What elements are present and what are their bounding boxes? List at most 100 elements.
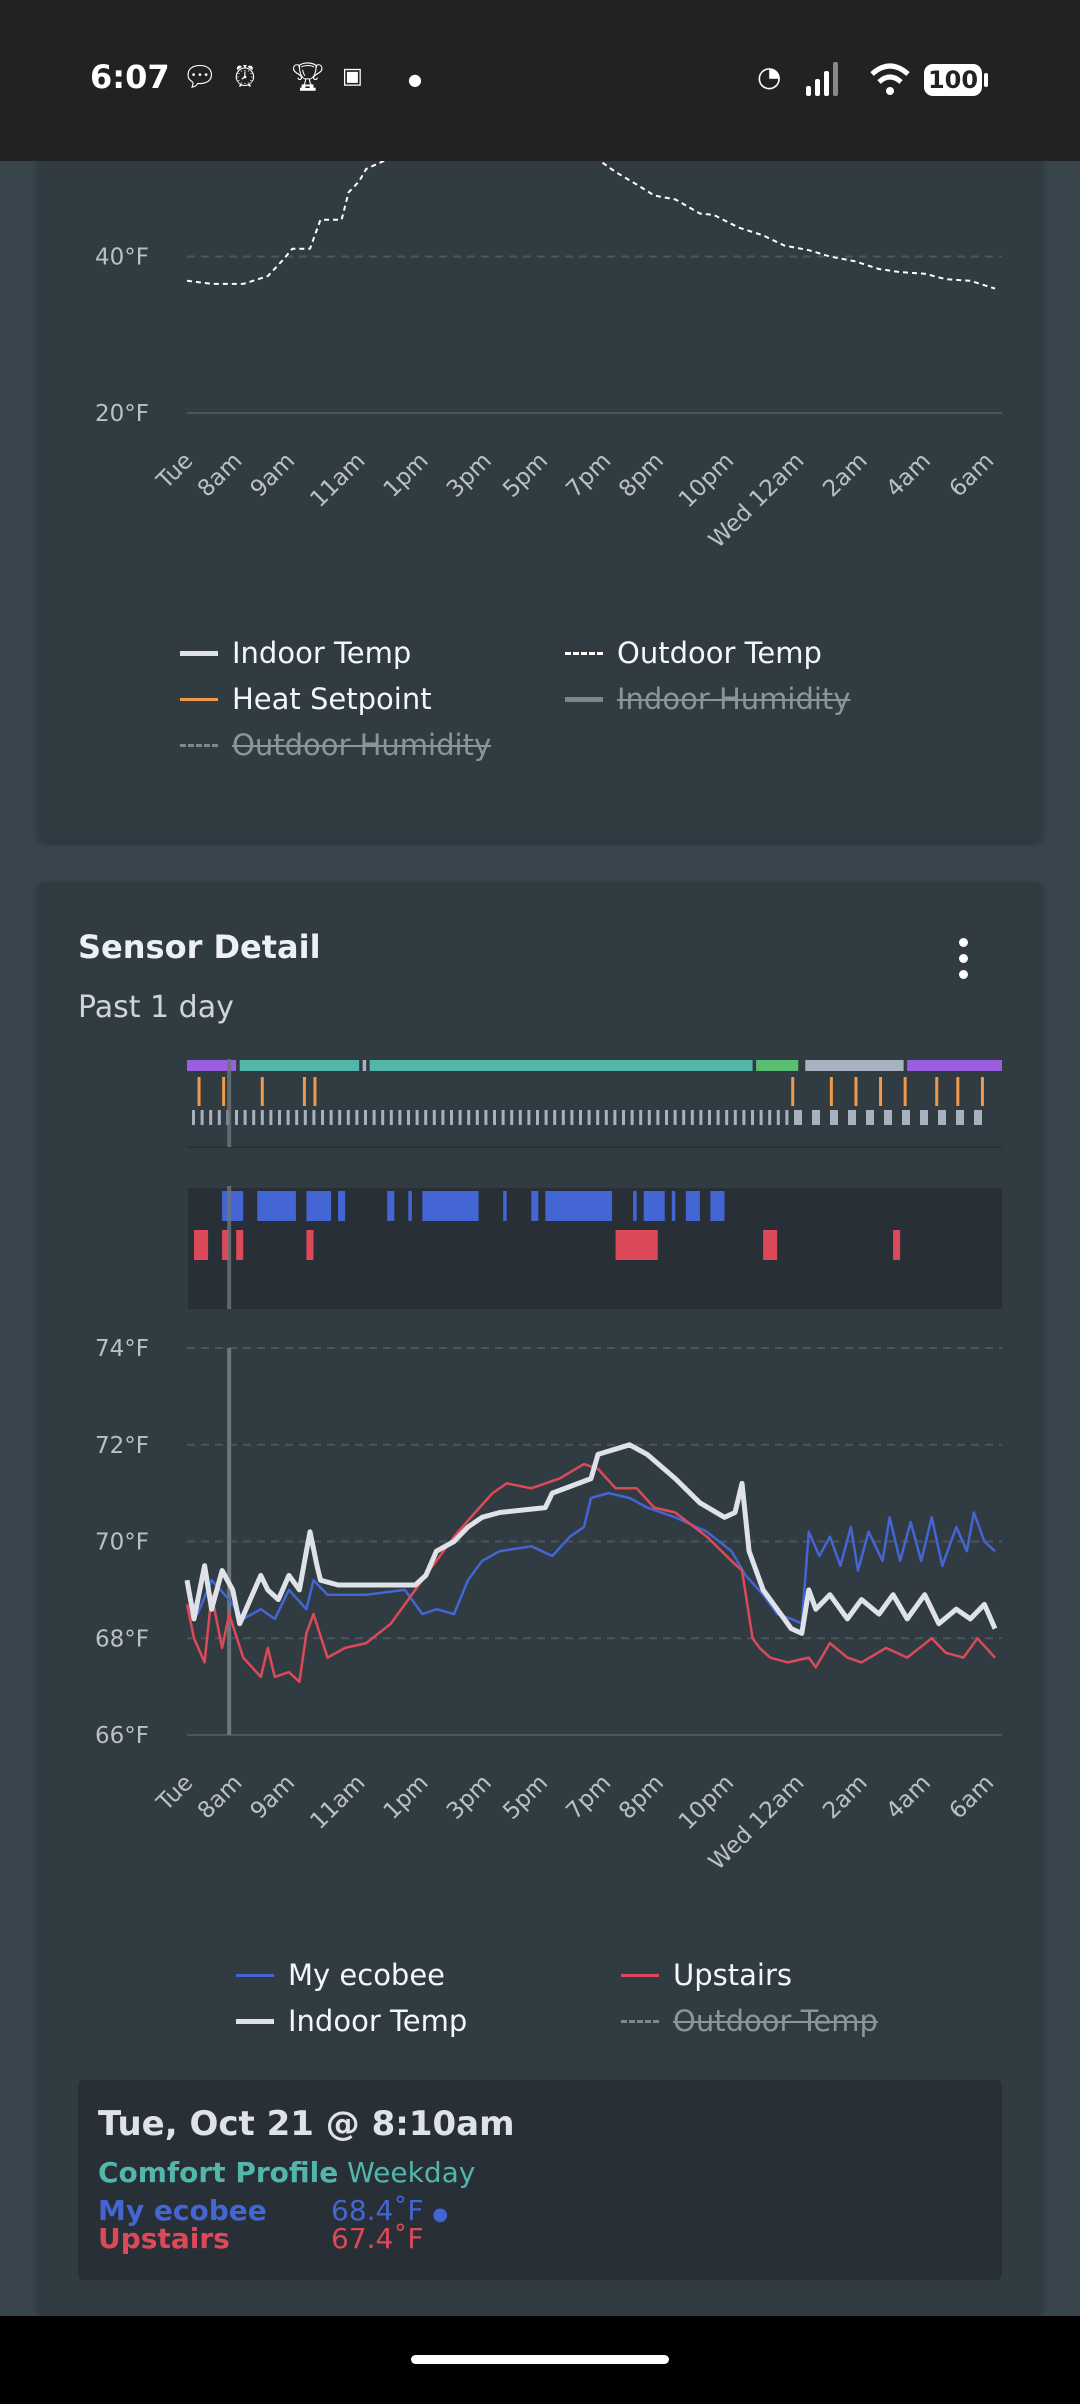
chat-bubble-icon: 💬︎ [182, 60, 218, 93]
comfort-band-purple [187, 1060, 237, 1071]
comfort-band-gray [362, 1060, 367, 1071]
fan-tick [751, 1110, 754, 1125]
occupancy-bar-my-ecobee [408, 1191, 412, 1221]
legend-label: Outdoor Temp [673, 2004, 878, 2038]
sensor-detail-card [38, 882, 1042, 2316]
legend-swatch-icon [236, 2018, 274, 2024]
tooltip-title: Tue, Oct 21 @ 8:10am [98, 2104, 515, 2144]
fan-tick [415, 1110, 419, 1125]
legend-swatch-icon [565, 651, 603, 655]
legend-item[interactable]: My ecobee [236, 1958, 621, 1992]
fan-tick [441, 1110, 445, 1125]
fan-tick [398, 1110, 402, 1125]
x-tick-label: 5pm [498, 448, 553, 503]
legend-item[interactable]: Indoor Temp [180, 636, 565, 670]
fan-tick [475, 1110, 479, 1125]
navigation-bar [0, 2316, 1080, 2404]
legend-label: Outdoor Humidity [232, 728, 492, 762]
occupancy-bar-my-ecobee [387, 1191, 395, 1221]
fan-tick [716, 1110, 720, 1125]
sensor-value-my-ecobee: 68.4˚F ● [331, 2194, 448, 2227]
fan-tick [338, 1110, 342, 1125]
series-line-upstairs [185, 1462, 996, 1684]
legend-item[interactable]: Outdoor Humidity [180, 728, 565, 762]
fan-tick [785, 1110, 789, 1125]
heat-event-tick [222, 1077, 226, 1106]
fan-tick [484, 1110, 488, 1125]
fan-tick [501, 1110, 505, 1125]
fan-tick [200, 1110, 204, 1125]
legend-label: Outdoor Temp [617, 636, 822, 670]
battery-tip [984, 73, 988, 87]
x-tick-label: 4am [881, 1770, 936, 1825]
y-tick-label: 72°F [95, 1433, 149, 1459]
legend-label: Upstairs [673, 1958, 792, 1992]
battery-level: 100 [927, 66, 979, 94]
legend-item[interactable]: Heat Setpoint [180, 682, 565, 716]
fan-tick [884, 1110, 892, 1125]
sensor-value-text: 68.4˚F [331, 2194, 424, 2227]
wifi-icon [870, 63, 910, 95]
fan-tick [613, 1110, 617, 1125]
x-tick-label: Tue [151, 1770, 198, 1817]
legend-item[interactable]: Outdoor Temp [621, 2004, 1006, 2038]
fan-tick [217, 1110, 221, 1125]
sensor-value-upstairs: 67.4˚F [331, 2222, 424, 2255]
y-tick-label: 74°F [95, 1336, 149, 1362]
fan-tick [742, 1110, 746, 1125]
legend-label: Heat Setpoint [232, 682, 432, 716]
fan-tick [493, 1110, 496, 1125]
legend-item[interactable]: Indoor Temp [236, 2004, 621, 2038]
fan-tick [920, 1110, 928, 1125]
x-tick-label: 2am [818, 448, 873, 503]
fan-tick [733, 1110, 737, 1125]
legend-item[interactable]: Upstairs [621, 1958, 1006, 1992]
more-vertical-icon[interactable] [946, 934, 980, 982]
status-bar: 6:07 💬︎ ⏰︎ 🏆︎ ▣ ● ◔ 100 [0, 0, 1080, 161]
legend-swatch-icon [180, 743, 218, 747]
card-title: Sensor Detail [78, 928, 321, 966]
active-dot-icon: ● [432, 2204, 449, 2225]
occupancy-bar-my-ecobee [422, 1191, 479, 1221]
occupancy-bar-upstairs [306, 1230, 314, 1260]
fan-tick [768, 1110, 772, 1125]
fan-tick [759, 1110, 763, 1125]
x-tick-label: 1pm [379, 1770, 434, 1825]
home-indicator[interactable] [411, 2355, 669, 2364]
fan-tick [346, 1110, 350, 1125]
fan-tick [278, 1110, 281, 1125]
legend-swatch-icon [621, 1973, 659, 1977]
x-tick-label: 9am [246, 1770, 301, 1825]
occupancy-bar-my-ecobee [671, 1191, 676, 1221]
fan-tick [450, 1110, 453, 1125]
alarm-icon: ⏰︎ [234, 60, 256, 93]
occupancy-bar-upstairs [615, 1230, 658, 1260]
x-tick-label: 10pm [674, 1770, 739, 1835]
fan-tick [518, 1110, 522, 1125]
fan-tick [647, 1110, 651, 1125]
x-tick-label: 2am [818, 1770, 873, 1825]
fan-tick [260, 1110, 264, 1125]
heat-event-tick [260, 1077, 264, 1106]
fan-tick [725, 1110, 729, 1125]
comfort-band-gray [805, 1060, 904, 1071]
occupancy-bar-my-ecobee [306, 1191, 332, 1221]
occupancy-bar-my-ecobee [257, 1191, 296, 1221]
heat-event-tick [791, 1077, 795, 1106]
fan-tick [682, 1110, 686, 1125]
fan-tick [794, 1110, 802, 1125]
x-tick-label: 5pm [498, 1770, 553, 1825]
occupancy-bar-my-ecobee [633, 1191, 637, 1221]
fan-tick [596, 1110, 600, 1125]
fan-tick [389, 1110, 393, 1125]
history-legend: Indoor Temp Outdoor Temp Heat Setpoint Indo… [180, 636, 980, 762]
x-tick-label: 7pm [561, 448, 616, 503]
occupancy-bar-my-ecobee [643, 1191, 665, 1221]
legend-item[interactable]: Indoor Humidity [565, 682, 950, 716]
y-tick-label: 40°F [95, 245, 149, 271]
fan-tick [690, 1110, 694, 1125]
legend-item[interactable]: Outdoor Temp [565, 636, 950, 670]
x-tick-label: 9am [246, 448, 301, 503]
x-tick-label: 8am [193, 1770, 248, 1825]
